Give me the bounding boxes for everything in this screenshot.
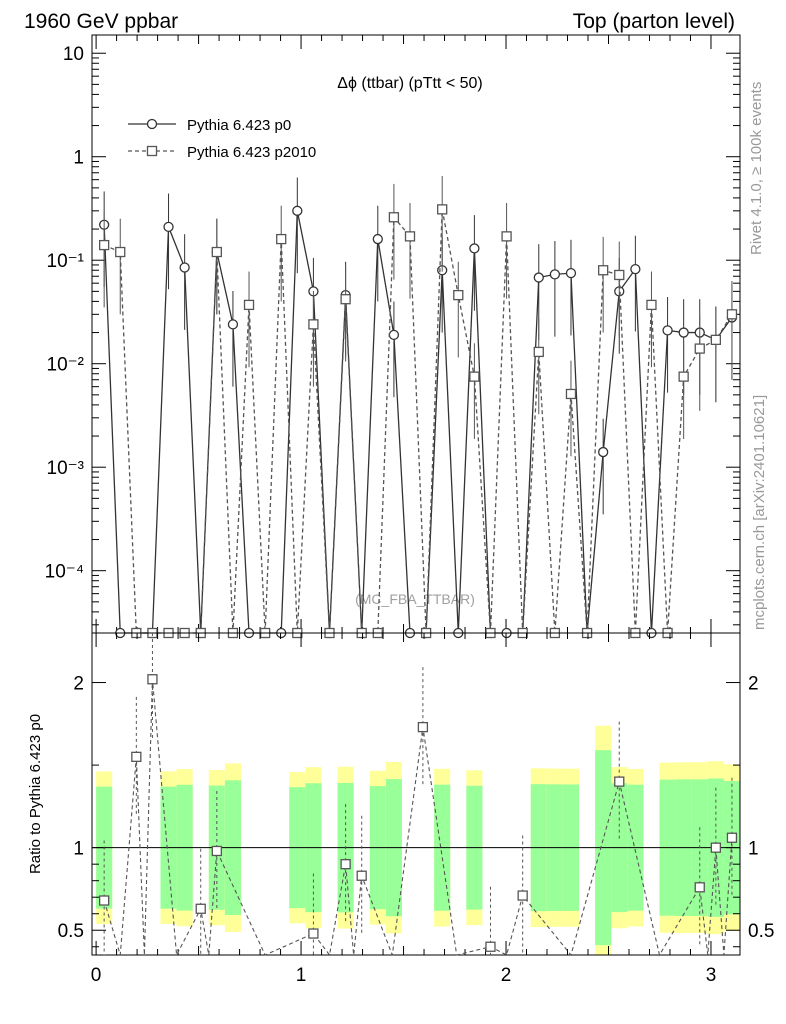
data-point-circle [163,221,174,233]
ratio-point-square [195,903,206,914]
main-plot-area: Δϕ (ttbar) (pTtt < 50) (MC_FBA_TTBAR) Py… [45,34,741,639]
legend: Pythia 6.423 p0 Pythia 6.423 p2010 [128,117,316,161]
series-p0 [99,177,738,639]
data-point-circle [549,269,561,280]
data-point-square [726,309,738,320]
data-point-square [598,265,609,276]
data-point-square [276,233,287,245]
y-tick-label: 10⁻⁴ [45,562,84,583]
x-tick-label: 1 [296,965,307,986]
legend-entry-p0: Pythia 6.423 p0 [128,117,291,134]
data-point-circle [179,262,190,273]
ratio-point-square [694,882,705,893]
ratio-point-square [99,895,110,906]
ratio-point-square [417,721,429,733]
ratio-y-tick-label: 2 [73,674,84,695]
data-point-circle [372,233,383,245]
x-tick-label: 3 [706,965,717,986]
ratio-y-tick-label-right: 2 [748,674,759,695]
ratio-point-square [710,842,722,853]
legend-marker-circle [146,118,158,130]
main-y-axis: 10 1 10⁻¹ 10⁻² 10⁻³ 10⁻⁴ [45,44,740,626]
data-point-square [243,299,255,311]
data-point-circle [565,267,577,279]
data-point-square [646,299,657,311]
header-left-label: 1960 GeV ppbar [24,10,178,33]
data-point-circle [678,327,689,338]
ratio-point-square [726,832,738,843]
legend-label-p0: Pythia 6.423 p0 [187,117,291,134]
data-point-square [614,269,625,281]
legend-marker-square [146,145,158,157]
x-tick-label: 0 [91,965,102,986]
plot-title: Δϕ (ttbar) (pTtt < 50) [337,75,482,92]
ratio-y-axis: 0.5 0.5 1 1 2 2 [58,674,774,948]
y-tick-label: 10⁻² [47,355,85,376]
data-point-square [308,319,319,330]
ratio-point-square [356,870,367,881]
data-point-circle [469,243,480,254]
data-point-square [437,204,448,215]
ratio-point-square [517,890,528,901]
x-axis: 0 1 2 3 [91,633,716,986]
data-point-circle [630,263,641,275]
data-point-square [565,388,577,400]
header-right-label: Top (parton level) [573,10,735,33]
data-point-square [469,371,480,382]
data-point-square [115,246,126,258]
ratio-point-square [147,674,158,685]
ratio-y-tick-label: 0.5 [58,921,84,942]
series-ratio [99,633,738,957]
ratio-point-square [131,751,142,762]
y-tick-label: 10⁻¹ [47,251,85,272]
data-point-circle [227,319,239,330]
ratio-y-tick-label-right: 0.5 [748,921,774,942]
y-tick-label: 1 [73,148,84,169]
rivet-version-label: Rivet 4.1.0, ≥ 100k events [748,82,765,255]
ratio-plot-area: Ratio to Pythia 6.423 p0 0 1 2 3 0.5 0.5 1 1 2 2 [27,632,774,986]
data-point-circle [598,446,609,458]
ratio-ylabel: Ratio to Pythia 6.423 p0 [27,714,44,874]
ratio-point-square [614,776,625,787]
legend-entry-p2010: Pythia 6.423 p2010 [128,144,316,161]
legend-label-p2010: Pythia 6.423 p2010 [187,144,316,161]
data-point-square [340,294,351,305]
data-point-square [453,289,464,301]
ratio-y-tick-label-right: 1 [748,839,759,860]
ratio-frame [91,632,741,956]
x-tick-label: 2 [501,965,512,986]
series-line [103,209,733,634]
ratio-point-square [340,859,351,870]
ratio-point-square [211,845,222,857]
data-point-square [694,343,705,354]
y-tick-label: 10 [63,44,84,65]
mcplots-label: mcplots.cern.ch [arXiv:2401.10621] [751,395,768,630]
data-point-square [211,246,222,258]
data-point-square [533,346,544,358]
data-point-circle [292,205,303,216]
data-point-square [710,334,722,346]
data-point-circle [533,272,544,283]
ratio-point-square [308,928,319,939]
data-point-circle [388,329,400,341]
ratio-y-tick-label: 1 [73,839,84,860]
uncertainty-bands [96,725,740,955]
data-point-square [678,371,689,382]
data-point-square [99,239,110,251]
ratio-point-square [485,941,496,952]
data-point-square [388,212,400,223]
data-point-circle [662,325,673,336]
data-point-square [501,231,512,242]
data-point-square [404,231,416,242]
watermark: (MC_FBA_TTBAR) [355,591,475,607]
y-tick-label: 10⁻³ [47,458,85,479]
